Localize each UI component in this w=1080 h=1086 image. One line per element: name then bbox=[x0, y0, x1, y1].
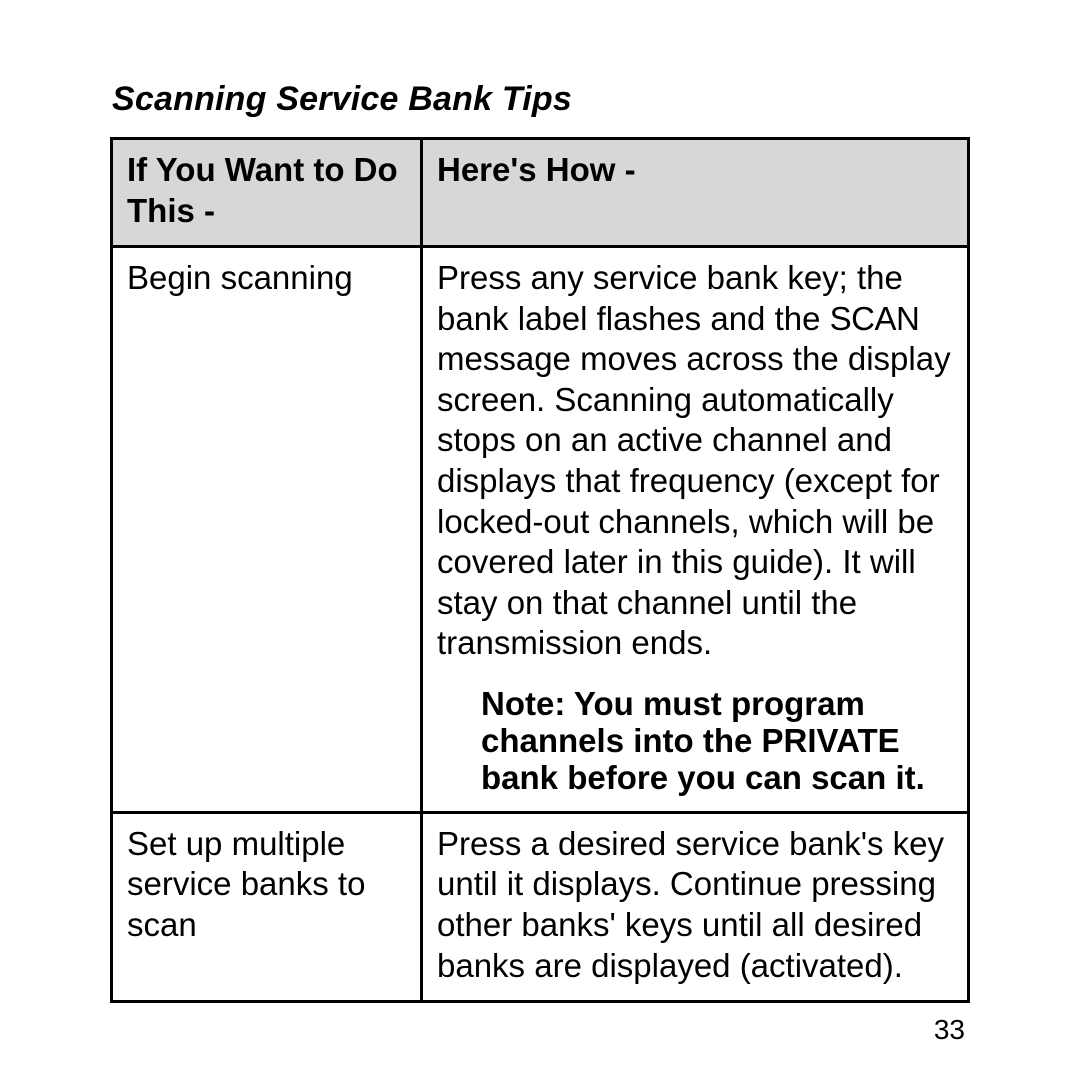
table-row: Set up multiple service banks to scan Pr… bbox=[112, 812, 969, 1001]
document-page: Scanning Service Bank Tips If You Want t… bbox=[0, 0, 1080, 1086]
header-task: If You Want to Do This - bbox=[112, 139, 422, 247]
table-row: Begin scanning Press any service bank ke… bbox=[112, 247, 969, 813]
section-title: Scanning Service Bank Tips bbox=[112, 80, 970, 119]
how-text-after: message moves across the display screen.… bbox=[437, 340, 951, 661]
header-how: Here's How - bbox=[422, 139, 969, 247]
task-cell: Begin scanning bbox=[112, 247, 422, 813]
task-cell: Set up multiple service banks to scan bbox=[112, 812, 422, 1001]
note-text: Note: You must program channels into the… bbox=[481, 686, 953, 797]
table-header-row: If You Want to Do This - Here's How - bbox=[112, 139, 969, 247]
how-cell: Press any service bank key; the bank lab… bbox=[422, 247, 969, 813]
scan-keyword: SCAN bbox=[830, 300, 920, 337]
how-cell: Press a desired service bank's key until… bbox=[422, 812, 969, 1001]
page-number: 33 bbox=[934, 1014, 965, 1046]
tips-table: If You Want to Do This - Here's How - Be… bbox=[110, 137, 970, 1003]
